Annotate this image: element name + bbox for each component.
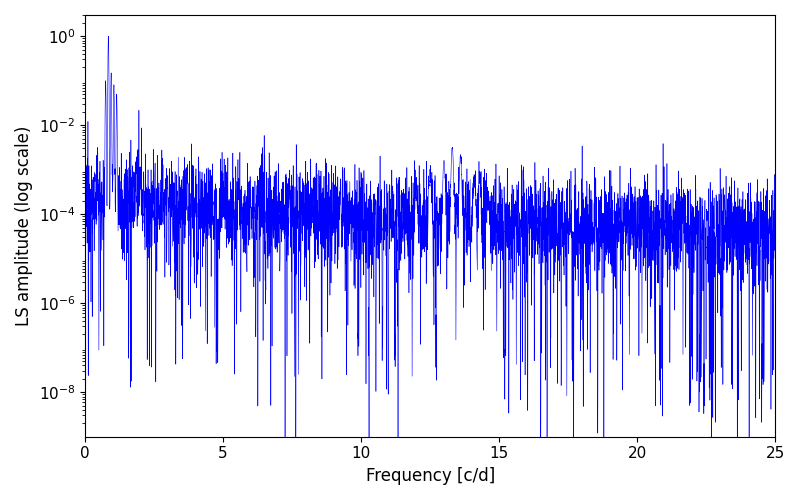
Y-axis label: LS amplitude (log scale): LS amplitude (log scale) xyxy=(15,126,33,326)
X-axis label: Frequency [c/d]: Frequency [c/d] xyxy=(366,467,494,485)
